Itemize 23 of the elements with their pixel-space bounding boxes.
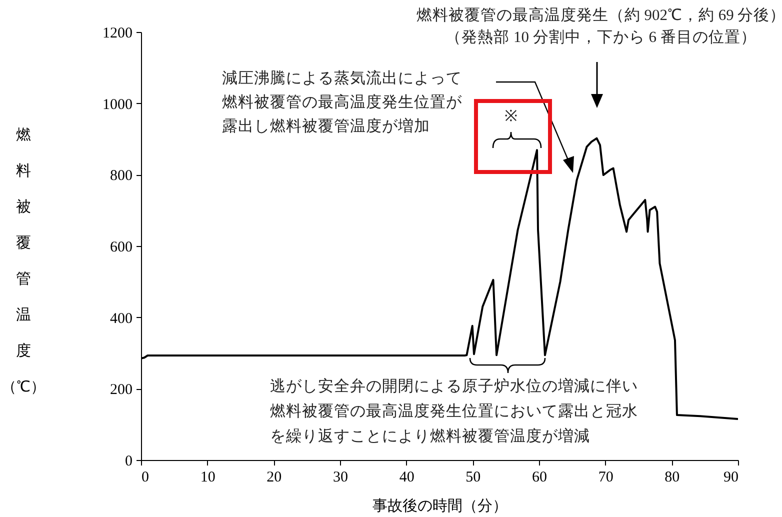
annotation: 逃がし安全弁の開閉による原子炉水位の増減に伴い燃料被覆管の最高温度発生位置において露出と冠水を繰り返すことにより燃料被覆管温度が増減 <box>270 377 638 445</box>
y-tick-label: 800 <box>110 168 132 184</box>
y-tick-label: 1000 <box>102 96 132 113</box>
x-tick-label: 10 <box>200 470 216 486</box>
y-tick-label: 200 <box>110 382 132 398</box>
x-tick-label: 50 <box>466 470 481 486</box>
x-tick-label: 30 <box>333 470 348 486</box>
x-axis-title: 事故後の時間（分） <box>372 498 508 514</box>
x-tick-label: 80 <box>664 470 680 486</box>
annotation: 燃料被覆管の最高温度発生（約 902℃，約 69 分後）（発熱部 10 分割中，下から 6 番目の位置） <box>416 6 782 46</box>
y-tick-label: 0 <box>125 454 132 470</box>
x-tick-label: 70 <box>598 470 614 486</box>
x-tick-label: 0 <box>142 470 149 486</box>
x-tick-label: 60 <box>532 470 547 486</box>
y-tick-label: 400 <box>110 310 132 327</box>
y-tick-label: 600 <box>110 240 132 256</box>
annotation: 減圧沸騰による蒸気流出によって燃料被覆管の最高温度発生位置が露出し燃料被覆管温度が増加 <box>222 69 463 135</box>
y-tick-label: 1200 <box>102 26 132 42</box>
annotation: ※ <box>504 108 518 125</box>
x-tick-label: 20 <box>266 470 282 486</box>
x-tick-label: 90 <box>724 470 738 486</box>
x-tick-label: 40 <box>399 470 414 486</box>
text: 燃料被覆管温度（℃） <box>2 128 46 396</box>
